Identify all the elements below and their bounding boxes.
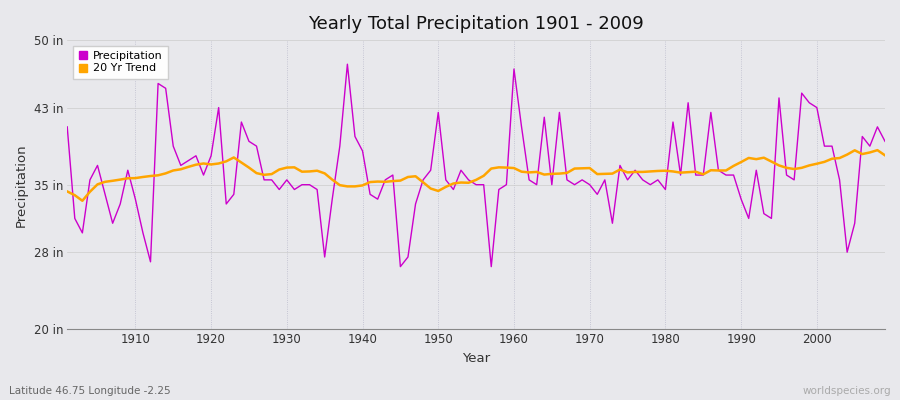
Text: worldspecies.org: worldspecies.org (803, 386, 891, 396)
20 Yr Trend (879, 153, 890, 158)
Precipitation (289, 187, 300, 192)
20 Yr Trend (77, 198, 88, 203)
Line: Precipitation: Precipitation (68, 64, 885, 267)
20 Yr Trend (297, 169, 308, 174)
Precipitation (395, 264, 406, 269)
20 Yr Trend (342, 184, 353, 189)
Text: Latitude 46.75 Longitude -2.25: Latitude 46.75 Longitude -2.25 (9, 386, 171, 396)
Title: Yearly Total Precipitation 1901 - 2009: Yearly Total Precipitation 1901 - 2009 (308, 15, 644, 33)
Precipitation (335, 144, 346, 148)
20 Yr Trend (508, 166, 519, 170)
Precipitation (122, 168, 133, 173)
20 Yr Trend (62, 189, 73, 194)
Precipitation (62, 124, 73, 129)
Line: 20 Yr Trend: 20 Yr Trend (68, 150, 885, 201)
X-axis label: Year: Year (462, 352, 490, 365)
20 Yr Trend (607, 171, 617, 176)
Precipitation (342, 62, 353, 67)
Precipitation (524, 178, 535, 182)
20 Yr Trend (130, 176, 140, 180)
Y-axis label: Precipitation: Precipitation (15, 143, 28, 226)
20 Yr Trend (516, 169, 526, 174)
Precipitation (516, 124, 526, 129)
20 Yr Trend (872, 148, 883, 152)
Precipitation (615, 163, 626, 168)
Precipitation (879, 139, 890, 144)
Legend: Precipitation, 20 Yr Trend: Precipitation, 20 Yr Trend (73, 46, 168, 79)
